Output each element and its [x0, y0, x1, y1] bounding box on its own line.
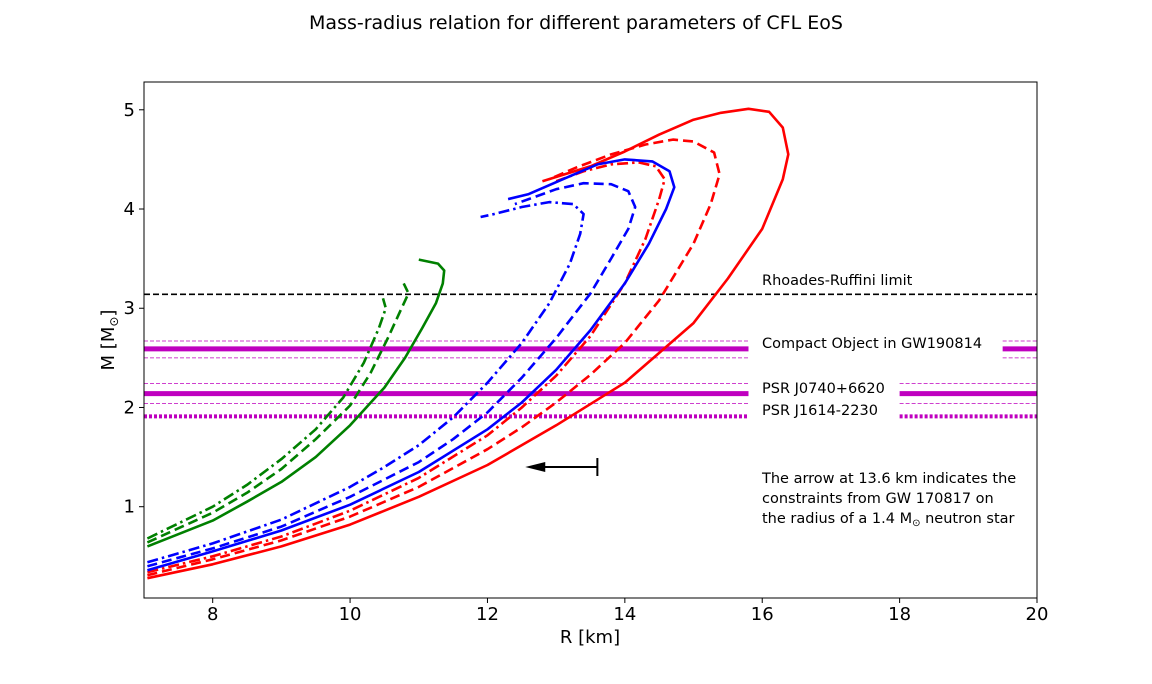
curve-red-solid [147, 107, 790, 580]
chart-title: Mass-radius relation for different param… [309, 12, 843, 34]
x-tick-label: 20 [1026, 604, 1049, 625]
psr-j1614-label: PSR J1614-2230 [762, 403, 878, 419]
rhoades-ruffini-label: Rhoades-Ruffini limit [762, 273, 913, 289]
note-line-3-pre: the radius of a 1.4 M [762, 511, 912, 527]
curve-blue-solid [147, 158, 676, 572]
mass-radius-curves [146, 107, 790, 580]
axes-frame [143, 81, 1038, 599]
y-tick-label: 1 [124, 497, 135, 518]
y-tick-label: 5 [124, 100, 135, 121]
x-tick-label: 10 [339, 604, 362, 625]
note-line-3-post: neutron star [921, 511, 1015, 527]
curve-green-dashdot [146, 297, 388, 540]
y-axis-label-close: ] [98, 310, 119, 317]
curve-blue-dashed [147, 181, 637, 568]
x-tick-label: 16 [751, 604, 774, 625]
note-line-3: the radius of a 1.4 M⊙ neutron star [762, 511, 1015, 529]
x-tick-label: 14 [613, 604, 636, 625]
curve-red-dashed [147, 138, 721, 577]
curve-green-dashed [146, 282, 410, 544]
y-axis-label-sub: ⊙ [107, 317, 121, 327]
y-tick-label: 3 [124, 298, 135, 319]
x-tick-label: 12 [476, 604, 499, 625]
arrow-head [525, 462, 546, 473]
x-axis-ticks: 8 10 12 14 16 18 20 [207, 598, 1048, 625]
psr-j0740-label: PSR J0740+6620 [762, 381, 885, 397]
gw190814-label: Compact Object in GW190814 [762, 336, 982, 352]
x-axis-label: R [km] [560, 627, 620, 648]
note-line-2: constraints from GW 170817 on [762, 491, 994, 507]
curve-red-dashdot [147, 161, 666, 574]
y-axis-label-main: M [M [98, 327, 119, 371]
x-tick-label: 18 [888, 604, 911, 625]
curve-green-solid [146, 258, 446, 548]
curve-blue-dashdot [147, 200, 585, 564]
note-line-1: The arrow at 13.6 km indicates the [761, 471, 1016, 487]
y-axis-label: M [M⊙] [98, 310, 121, 371]
x-tick-label: 8 [207, 604, 218, 625]
gw170817-arrow [525, 458, 599, 477]
y-axis-ticks: 1 2 3 4 5 [124, 100, 144, 518]
y-tick-label: 4 [124, 199, 135, 220]
y-tick-label: 2 [124, 397, 135, 418]
note-line-3-sub: ⊙ [912, 518, 920, 529]
reference-bands [144, 340, 1037, 419]
